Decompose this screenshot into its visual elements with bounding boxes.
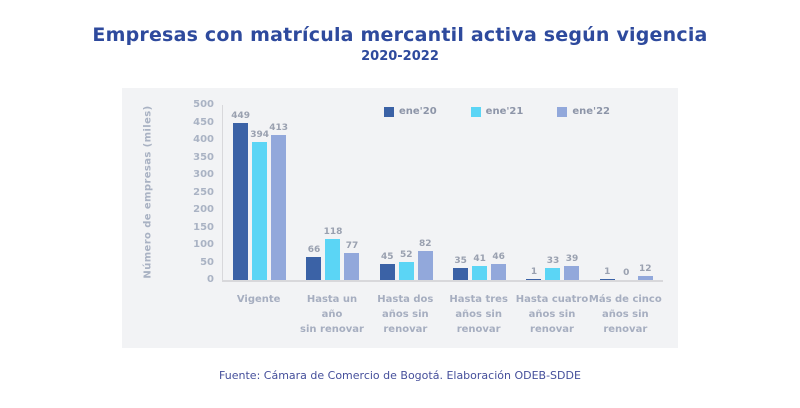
bar-value-label: 394 <box>250 130 270 140</box>
x-axis-labels: Vigente Hasta un año sin renovar Hasta dos… <box>222 292 662 337</box>
legend-item: ene'22 <box>557 106 610 117</box>
bar <box>564 266 580 280</box>
bar-column: 45 <box>379 105 395 280</box>
bar-value-label: 1 <box>604 267 611 277</box>
bar-column: 413 <box>269 105 289 280</box>
bar <box>599 279 615 280</box>
y-axis-ticks: 500 450 400 350 300 250 200 150 100 50 0 <box>122 99 214 285</box>
bar-column: 41 <box>472 105 488 280</box>
bar <box>325 239 341 280</box>
x-category-label: Hasta cuatro años sin renovar <box>515 294 589 335</box>
plot-area: 449 394 413 66 118 77 45 52 82 35 41 46 1 33 39 1 0 12 <box>222 105 663 282</box>
y-tick-label: 150 <box>193 221 214 233</box>
bar-value-label: 449 <box>231 111 251 121</box>
bar <box>398 262 414 280</box>
bar-value-label: 41 <box>473 254 486 264</box>
legend-item: ene'21 <box>470 106 524 117</box>
bar <box>306 257 322 280</box>
chart-panel: Número de empresas (miles) 500 450 400 350 3… <box>122 88 678 348</box>
y-tick-label: 450 <box>193 116 214 128</box>
bar-column: 39 <box>564 105 580 280</box>
legend-swatch <box>557 106 568 117</box>
bar-column: 118 <box>323 105 343 280</box>
bar-value-label: 82 <box>419 239 432 249</box>
y-tick-label: 50 <box>200 256 214 268</box>
bar-value-label: 118 <box>323 227 343 237</box>
legend-label: ene'20 <box>399 106 437 117</box>
y-tick-label: 0 <box>207 274 214 285</box>
bar <box>491 264 507 280</box>
bar-value-label: 1 <box>530 267 538 277</box>
bar-column: 77 <box>344 105 360 280</box>
bar-value-label: 46 <box>492 252 505 262</box>
bar-value-label: 413 <box>269 123 289 133</box>
y-tick-label: 100 <box>193 239 214 250</box>
legend-label: ene'21 <box>485 106 524 117</box>
bar-value-label: 33 <box>546 256 560 266</box>
x-category-label: Vigente <box>236 294 281 305</box>
bar <box>545 268 561 280</box>
bar-value-label: 39 <box>565 254 579 264</box>
bar-value-label: 35 <box>454 256 467 266</box>
bar-column: 33 <box>545 105 561 280</box>
bar-group: 1 0 12 <box>590 105 663 280</box>
legend-label: ene'22 <box>572 106 611 117</box>
bar-column: 0 <box>619 105 634 280</box>
bar-group: 35 41 46 <box>443 105 516 280</box>
legend-swatch <box>384 106 394 117</box>
x-category-label: Hasta tres años sin renovar <box>449 294 508 335</box>
y-tick-label: 350 <box>193 151 214 163</box>
bar <box>417 251 433 280</box>
bar <box>344 253 360 280</box>
bar-column: 46 <box>491 105 507 280</box>
chart-legend: ene'20 ene'21 ene'22 <box>384 106 610 117</box>
y-tick-label: 250 <box>193 186 214 198</box>
bar-column: 66 <box>306 105 322 280</box>
bar-group: 45 52 82 <box>370 105 443 280</box>
bar <box>637 276 653 280</box>
source-note: Fuente: Cámara de Comercio de Bogotá. El… <box>219 369 581 382</box>
bar-value-label: 45 <box>381 252 394 262</box>
bar-value-label: 52 <box>400 250 413 260</box>
bar-column: 52 <box>398 105 414 280</box>
bar-column: 449 <box>231 105 251 280</box>
legend-swatch <box>470 106 481 117</box>
y-tick-label: 500 <box>193 99 214 110</box>
x-category-label: Más de cinco años sin renovar <box>588 294 662 335</box>
bar-column: 1 <box>599 105 615 280</box>
bar-value-label: 12 <box>639 264 652 274</box>
bar <box>453 268 469 280</box>
bar-column: 1 <box>526 105 542 280</box>
y-tick-label: 200 <box>193 204 214 215</box>
bar-group: 1 33 39 <box>516 105 589 280</box>
chart-subtitle: 2020-2022 <box>361 49 439 64</box>
x-category-label: Hasta un año sin renovar <box>300 294 364 335</box>
bar <box>379 264 395 280</box>
bar-value-label: 77 <box>345 241 359 251</box>
bar <box>526 279 542 280</box>
chart-title: Empresas con matrícula mercantil activa … <box>92 24 708 46</box>
y-tick-label: 400 <box>193 134 214 145</box>
bar-group: 66 118 77 <box>296 105 369 280</box>
bar-column: 82 <box>417 105 433 280</box>
bar <box>271 135 287 280</box>
bar-column: 35 <box>453 105 469 280</box>
bar-column: 394 <box>250 105 270 280</box>
bar-value-label: 66 <box>307 245 321 255</box>
bar-value-label: 0 <box>623 268 630 278</box>
bar <box>472 266 488 280</box>
bar-group: 449 394 413 <box>223 105 296 280</box>
legend-item: ene'20 <box>384 106 437 117</box>
y-tick-label: 300 <box>193 169 214 180</box>
x-category-label: Hasta dos años sin renovar <box>377 294 434 335</box>
bar <box>252 142 268 280</box>
bar <box>233 123 249 280</box>
bars-row: 449 394 413 66 118 77 45 52 82 35 41 46 1 33 39 1 0 12 <box>223 105 663 280</box>
bar-column: 12 <box>637 105 653 280</box>
